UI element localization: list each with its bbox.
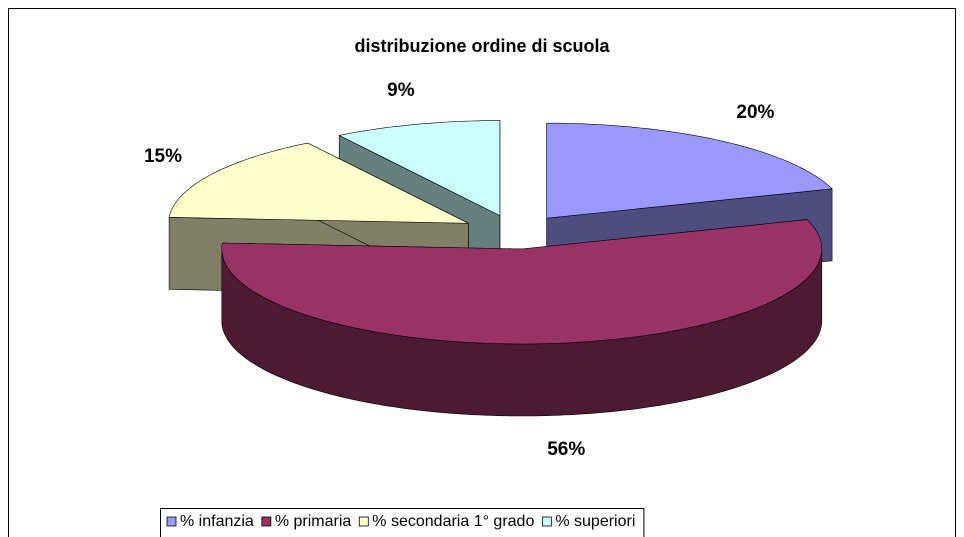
legend-label: % primaria	[275, 513, 352, 530]
data-label: 9%	[387, 80, 415, 101]
legend-box	[160, 508, 645, 537]
data-label: 56%	[547, 439, 585, 460]
legend-swatch	[541, 516, 552, 527]
legend-swatch	[358, 516, 369, 527]
legend-label: % infanzia	[180, 513, 254, 530]
data-label: 15%	[144, 146, 182, 167]
slice-top	[221, 219, 823, 345]
slice-top	[338, 120, 501, 216]
data-label: 20%	[736, 102, 774, 123]
legend-swatch	[261, 516, 272, 527]
legend-label: % secondaria 1° grado	[372, 513, 534, 530]
slice-top	[546, 122, 833, 219]
legend-label: % superiori	[555, 513, 635, 530]
chart-title: distribuzione ordine di scuola	[354, 36, 610, 56]
legend-swatch	[166, 516, 177, 527]
slice-top	[168, 142, 469, 224]
